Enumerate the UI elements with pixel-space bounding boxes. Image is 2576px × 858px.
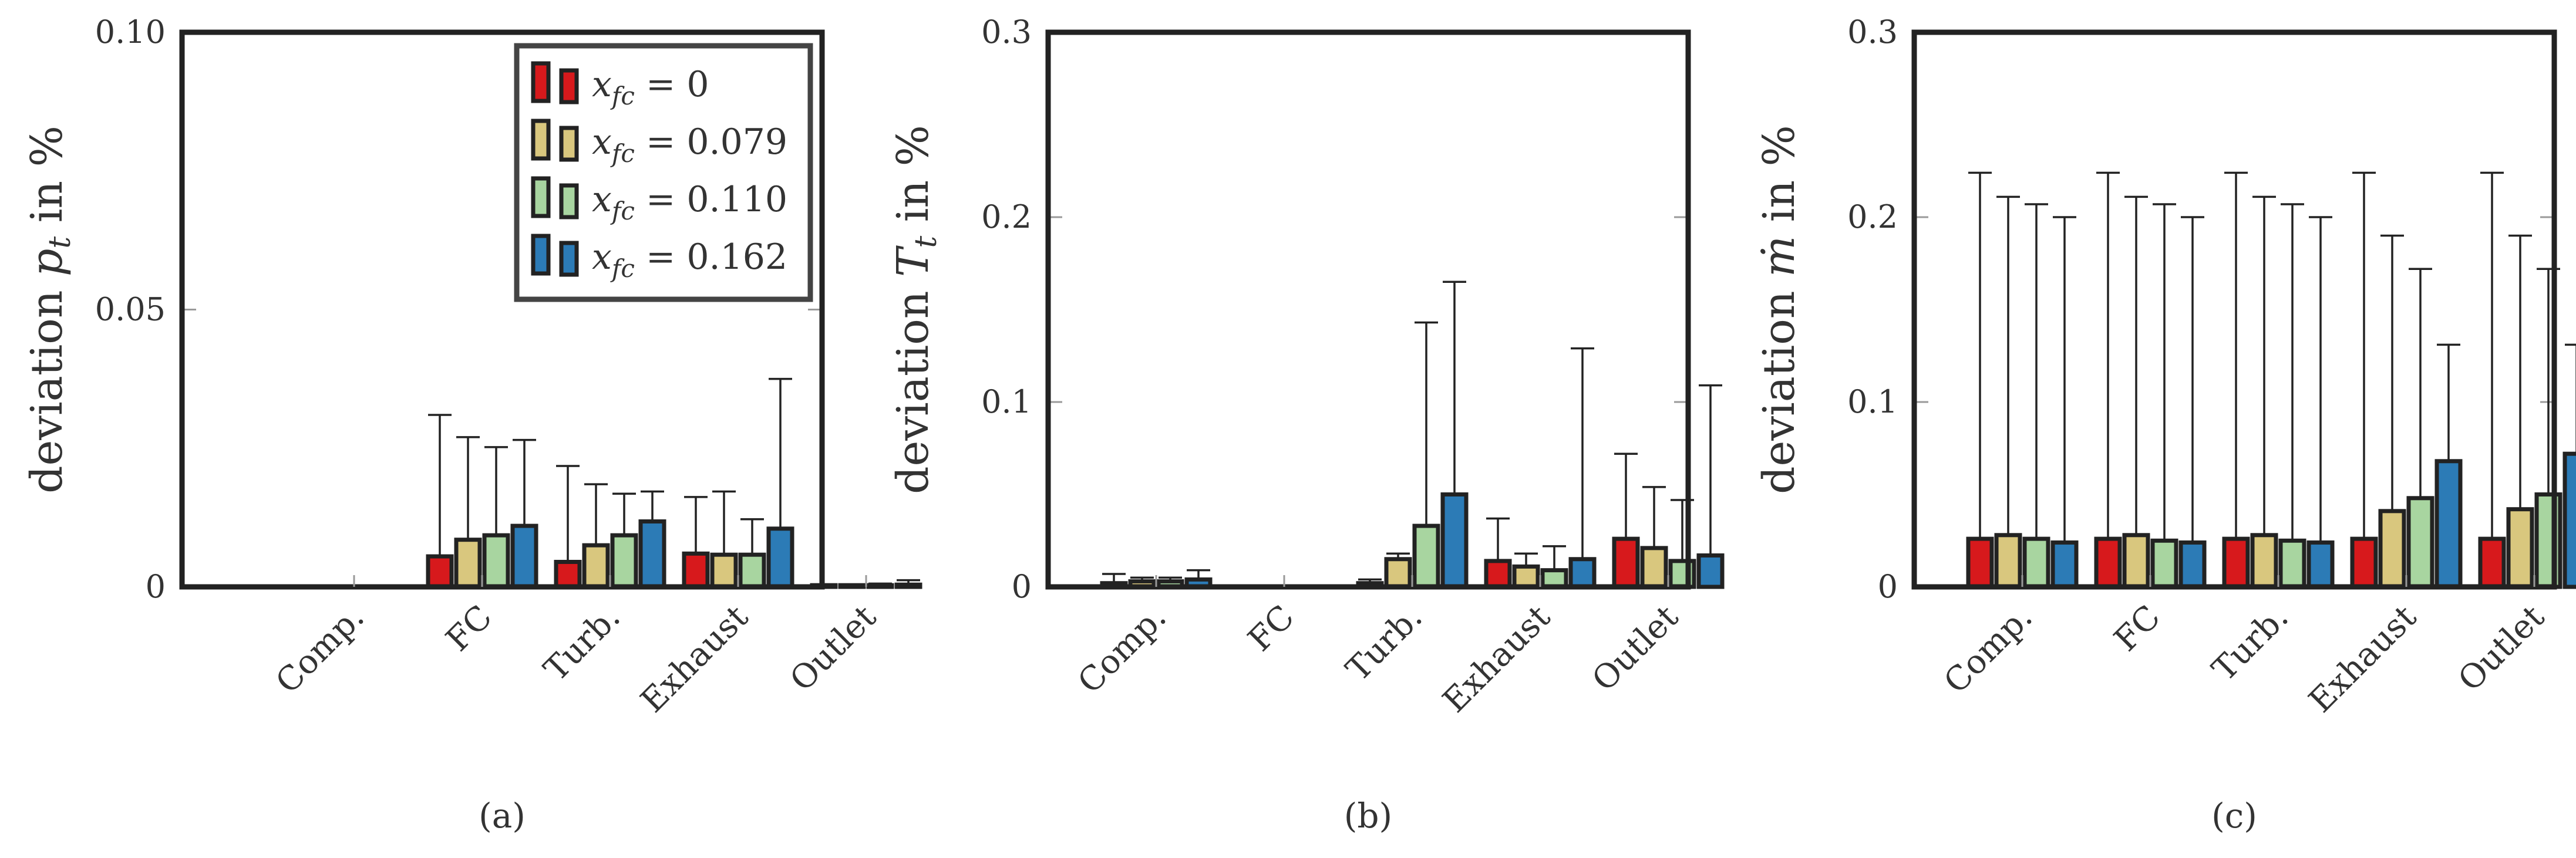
x-category-label: Exhaust <box>1436 598 1558 720</box>
y-tick-label: 0 <box>146 568 166 605</box>
legend-swatch <box>531 119 551 161</box>
bar-fc-series-3 <box>482 533 510 589</box>
bar-turb-series-4 <box>638 519 666 589</box>
bar-turb-series-3 <box>1412 523 1440 589</box>
x-category-label: FC <box>439 598 500 659</box>
legend-swatch <box>559 68 579 104</box>
bar-outlet-series-4 <box>1696 553 1725 589</box>
y-tick-label: 0.05 <box>95 291 166 328</box>
svg-text:deviation ṁ in %: deviation ṁ in % <box>1754 125 1804 494</box>
bar-exhaust-series-4 <box>2434 459 2463 589</box>
bar-turb-series-1 <box>2222 536 2250 589</box>
bar-fc-series-3 <box>2150 538 2178 589</box>
legend-label: xfc = 0.162 <box>592 237 787 283</box>
bar-outlet-series-3 <box>866 583 894 589</box>
bar-exhaust-series-1 <box>682 551 710 589</box>
bar-fc-series-2 <box>2122 533 2150 589</box>
x-category-label: Comp. <box>1070 598 1174 701</box>
plot-frame <box>1911 29 2557 590</box>
bar-turb-series-2 <box>582 543 610 589</box>
bar-exhaust-series-2 <box>710 552 738 589</box>
x-category-label: Comp. <box>1937 598 2040 701</box>
panel-label: (b) <box>1344 796 1392 836</box>
bar-fc-series-2 <box>454 538 482 589</box>
bar-turb-series-3 <box>2278 538 2306 589</box>
chart-panel-2: 0 0.1 0.2 0.3 Comp. FC Turb. Exhaust Outlet devia… <box>888 13 1725 836</box>
bar-turb-series-1 <box>554 559 582 589</box>
plot-frame <box>1045 29 1691 590</box>
bar-exhaust-series-3 <box>2406 496 2434 589</box>
bar-outlet-series-4 <box>894 582 922 589</box>
legend-label: xfc = 0.110 <box>592 179 787 225</box>
x-category-label: Exhaust <box>2302 598 2424 720</box>
bar-fc-series-1 <box>426 554 454 589</box>
x-category-label: Outlet <box>1585 598 1686 699</box>
panel-label: (a) <box>479 796 526 836</box>
legend-swatch <box>531 176 551 218</box>
legend-swatch <box>559 126 579 162</box>
bar-outlet-series-2 <box>2506 507 2534 589</box>
panel-label: (c) <box>2211 796 2257 836</box>
bar-exhaust-series-2 <box>1512 564 1540 589</box>
x-category-label: FC <box>2107 598 2168 659</box>
bar-comp-series-3 <box>2022 536 2050 589</box>
bar-outlet-series-1 <box>1612 536 1640 589</box>
x-category-label: Outlet <box>783 598 884 699</box>
y-tick-label: 0.3 <box>981 13 1032 50</box>
legend-swatch <box>559 183 579 219</box>
bar-exhaust-series-4 <box>766 526 794 589</box>
svg-text:deviation pt in %: deviation pt in % <box>22 126 78 494</box>
bar-outlet-series-1 <box>2478 536 2506 589</box>
bar-comp-series-1 <box>1966 536 1994 589</box>
chart-panel-3: 0 0.1 0.2 0.3 Comp. FC Turb. Exhaust Outlet devia… <box>1754 13 2576 836</box>
bar-turb-series-4 <box>2306 540 2335 589</box>
legend: xfc = 0 xfc = 0.079 xfc = 0.110 xfc = 0.162 <box>514 43 813 302</box>
bar-exhaust-series-2 <box>2378 509 2406 589</box>
bar-exhaust-series-4 <box>1568 557 1597 589</box>
legend-swatch <box>531 61 551 103</box>
y-tick-label: 0 <box>1878 568 1898 605</box>
y-tick-label: 0.1 <box>981 383 1032 420</box>
bar-fc-series-1 <box>2094 536 2122 589</box>
legend-swatch <box>531 234 551 276</box>
y-tick-label: 0 <box>1012 568 1032 605</box>
legend-label: xfc = 0 <box>592 64 709 110</box>
svg-text:deviation Tt in %: deviation Tt in % <box>888 125 944 494</box>
x-category-label: Turb. <box>2205 598 2296 689</box>
plot-frame <box>179 29 825 590</box>
bar-outlet-series-4 <box>2562 451 2576 589</box>
bar-exhaust-series-1 <box>1484 559 1512 589</box>
x-category-label: Comp. <box>268 598 372 701</box>
bar-comp-series-4 <box>2050 540 2079 589</box>
bar-exhaust-series-3 <box>738 552 766 589</box>
x-category-label: Turb. <box>537 598 628 689</box>
x-category-label: FC <box>1241 598 1302 659</box>
bar-turb-series-3 <box>610 533 638 589</box>
y-tick-label: 0.1 <box>1847 383 1898 420</box>
x-category-label: Exhaust <box>634 598 756 720</box>
y-tick-label: 0.10 <box>95 13 166 50</box>
bar-turb-series-2 <box>2250 533 2278 589</box>
bar-comp-series-2 <box>1994 533 2022 589</box>
y-axis-title: deviation pt in % <box>22 126 78 494</box>
bar-exhaust-series-1 <box>2350 536 2378 589</box>
y-tick-label: 0.3 <box>1847 13 1898 50</box>
y-tick-label: 0.2 <box>1847 198 1898 235</box>
bar-turb-series-4 <box>1440 492 1469 589</box>
legend-swatch <box>559 241 579 277</box>
y-axis-title: deviation ṁ in % <box>1754 125 1804 494</box>
y-tick-label: 0.2 <box>981 198 1032 235</box>
legend-label: xfc = 0.079 <box>592 121 787 168</box>
x-category-label: Turb. <box>1339 598 1430 689</box>
x-category-label: Outlet <box>2451 598 2552 699</box>
bar-turb-series-2 <box>1384 557 1412 589</box>
bar-outlet-series-2 <box>1640 546 1668 589</box>
y-axis-title: deviation Tt in % <box>888 125 944 494</box>
bar-fc-series-4 <box>2178 540 2207 589</box>
bar-fc-series-4 <box>510 523 538 589</box>
